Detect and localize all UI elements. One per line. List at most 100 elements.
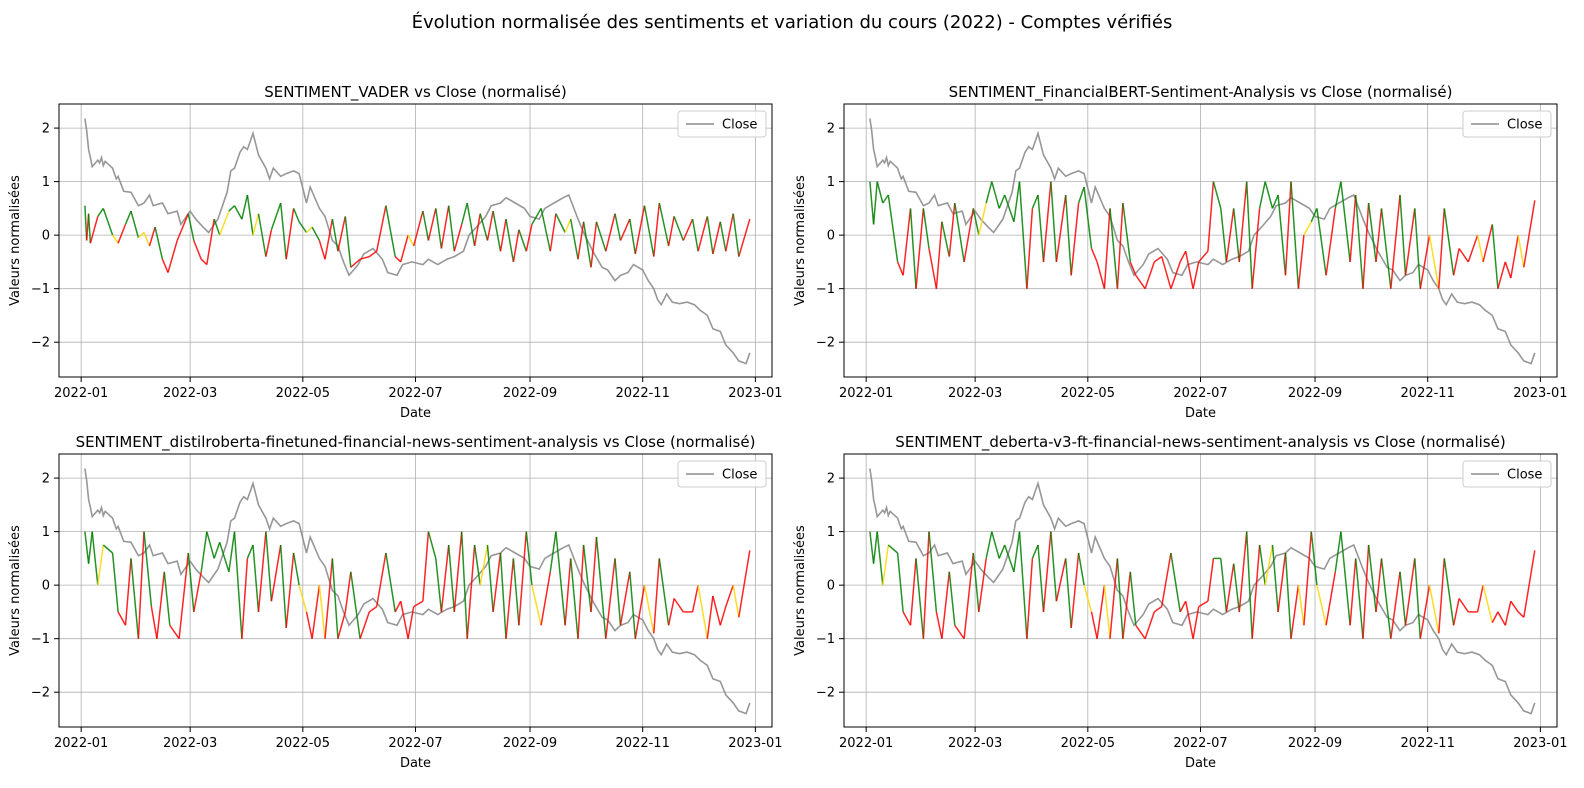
sentiment-segment	[311, 226, 321, 241]
x-tick-label: 2022-03	[948, 386, 1002, 401]
sentiment-segment	[1452, 248, 1460, 276]
sentiment-segment	[97, 544, 105, 586]
sentiment-segment	[1325, 571, 1337, 626]
sentiment-segment	[909, 208, 917, 289]
sentiment-segment	[213, 542, 221, 559]
sentiment-segment	[1077, 186, 1085, 204]
sentiment-segment	[1144, 261, 1156, 289]
sentiment-segment	[1419, 234, 1431, 289]
sentiment-segment	[915, 558, 925, 639]
sentiment-segment	[1050, 181, 1058, 262]
sentiment-segment	[590, 536, 598, 612]
sentiment-segment	[206, 218, 215, 265]
x-tick-label: 2022-07	[388, 736, 442, 751]
sentiment-segment	[407, 234, 415, 247]
sentiment-segment	[324, 558, 334, 639]
sentiment-segment	[555, 213, 566, 233]
sentiment-segment	[629, 218, 637, 255]
sentiment-segment	[167, 240, 178, 273]
sentiment-segment	[922, 531, 930, 639]
sentiment-segment	[233, 205, 243, 220]
sentiment-segment	[1232, 208, 1241, 262]
sentiment-segment	[1135, 624, 1146, 640]
sentiment-segment	[337, 611, 347, 639]
x-tick-label: 2022-01	[54, 736, 108, 751]
sentiment-segment	[1031, 194, 1039, 209]
sentiment-segment	[124, 558, 132, 626]
sentiment-segment	[154, 226, 164, 260]
sentiment-segment	[1284, 181, 1292, 276]
x-tick-label: 2023-01	[1513, 386, 1567, 401]
sentiment-segment	[1064, 558, 1072, 629]
subplot-grid: 2022-01 2022-03 2022-05 2022-07 2022-09 2022-…	[8, 83, 1568, 771]
y-tick-label: 0	[827, 579, 835, 594]
sentiment-segment	[1077, 552, 1085, 586]
sentiment-segment	[87, 531, 93, 564]
sentiment-segment	[1055, 194, 1067, 263]
sentiment-segment	[492, 552, 502, 612]
sentiment-segment	[1414, 208, 1422, 289]
sentiment-segment	[91, 531, 99, 586]
sentiment-segment	[712, 221, 722, 255]
sentiment-segment	[350, 258, 361, 268]
sentiment-segment	[719, 221, 727, 252]
sentiment-segment	[1170, 261, 1181, 289]
sentiment-segment	[896, 552, 904, 612]
sentiment-segment	[324, 218, 334, 260]
sentiment-segment	[1428, 234, 1440, 289]
sentiment-segment	[1018, 531, 1028, 639]
legend-close-label: Close	[1507, 468, 1542, 483]
sentiment-segment	[399, 234, 409, 263]
sentiment-segment	[653, 558, 661, 634]
sentiment-segment	[1144, 611, 1156, 639]
sentiment-segment	[505, 558, 515, 639]
sentiment-segment	[305, 226, 313, 234]
sentiment-segment	[1443, 208, 1455, 276]
sentiment-segment	[697, 216, 709, 252]
sentiment-segment	[887, 544, 899, 554]
sentiment-segment	[311, 584, 321, 639]
legend: Close	[677, 110, 767, 138]
sentiment-segment	[200, 258, 208, 266]
sentiment-segment	[257, 213, 267, 257]
sentiment-segment	[998, 194, 1006, 209]
sentiment-segment	[447, 205, 456, 252]
sentiment-segment	[963, 208, 975, 263]
sentiment-segment	[941, 221, 951, 257]
sentiment-segment	[531, 208, 542, 225]
y-tick-label: 1	[827, 175, 835, 190]
sentiment-segment	[265, 229, 273, 257]
sentiment-segment	[492, 210, 502, 252]
sentiment-segment	[1277, 194, 1287, 276]
sentiment-segment	[1116, 558, 1124, 639]
sentiment-segment	[549, 213, 557, 252]
sentiment-segment	[732, 213, 740, 257]
sentiment-segment	[1184, 601, 1194, 639]
x-tick-label: 2022-07	[1173, 736, 1227, 751]
sentiment-segment	[954, 624, 965, 640]
sentiment-segment	[228, 531, 236, 572]
subplot-1: 2022-01 2022-03 2022-05 2022-07 2022-09 2022-…	[8, 83, 783, 421]
sentiment-segment	[667, 216, 675, 247]
sentiment-segment	[991, 531, 1000, 559]
sentiment-segment	[298, 584, 308, 613]
sentiment-segment	[150, 606, 158, 639]
sentiment-segment	[887, 194, 899, 263]
sentiment-segment	[1129, 571, 1137, 626]
sentiment-segment	[1198, 250, 1209, 263]
sentiment-segment	[658, 202, 670, 247]
sentiment-segment	[667, 598, 675, 626]
sentiment-segment	[1083, 584, 1093, 613]
sentiment-segment	[1510, 234, 1519, 279]
sentiment-segment	[725, 213, 734, 252]
sentiment-segment	[643, 584, 655, 634]
legend: Close	[1462, 110, 1552, 138]
sentiment-segment	[1349, 558, 1357, 626]
x-tick-label: 2022-09	[1288, 386, 1342, 401]
sentiment-segment	[1303, 221, 1312, 236]
sentiment-segment	[1349, 194, 1357, 262]
sentiment-segment	[97, 207, 104, 217]
sentiment-segment	[1055, 558, 1067, 602]
x-tick-label: 2022-03	[163, 386, 217, 401]
legend-box	[677, 110, 767, 138]
